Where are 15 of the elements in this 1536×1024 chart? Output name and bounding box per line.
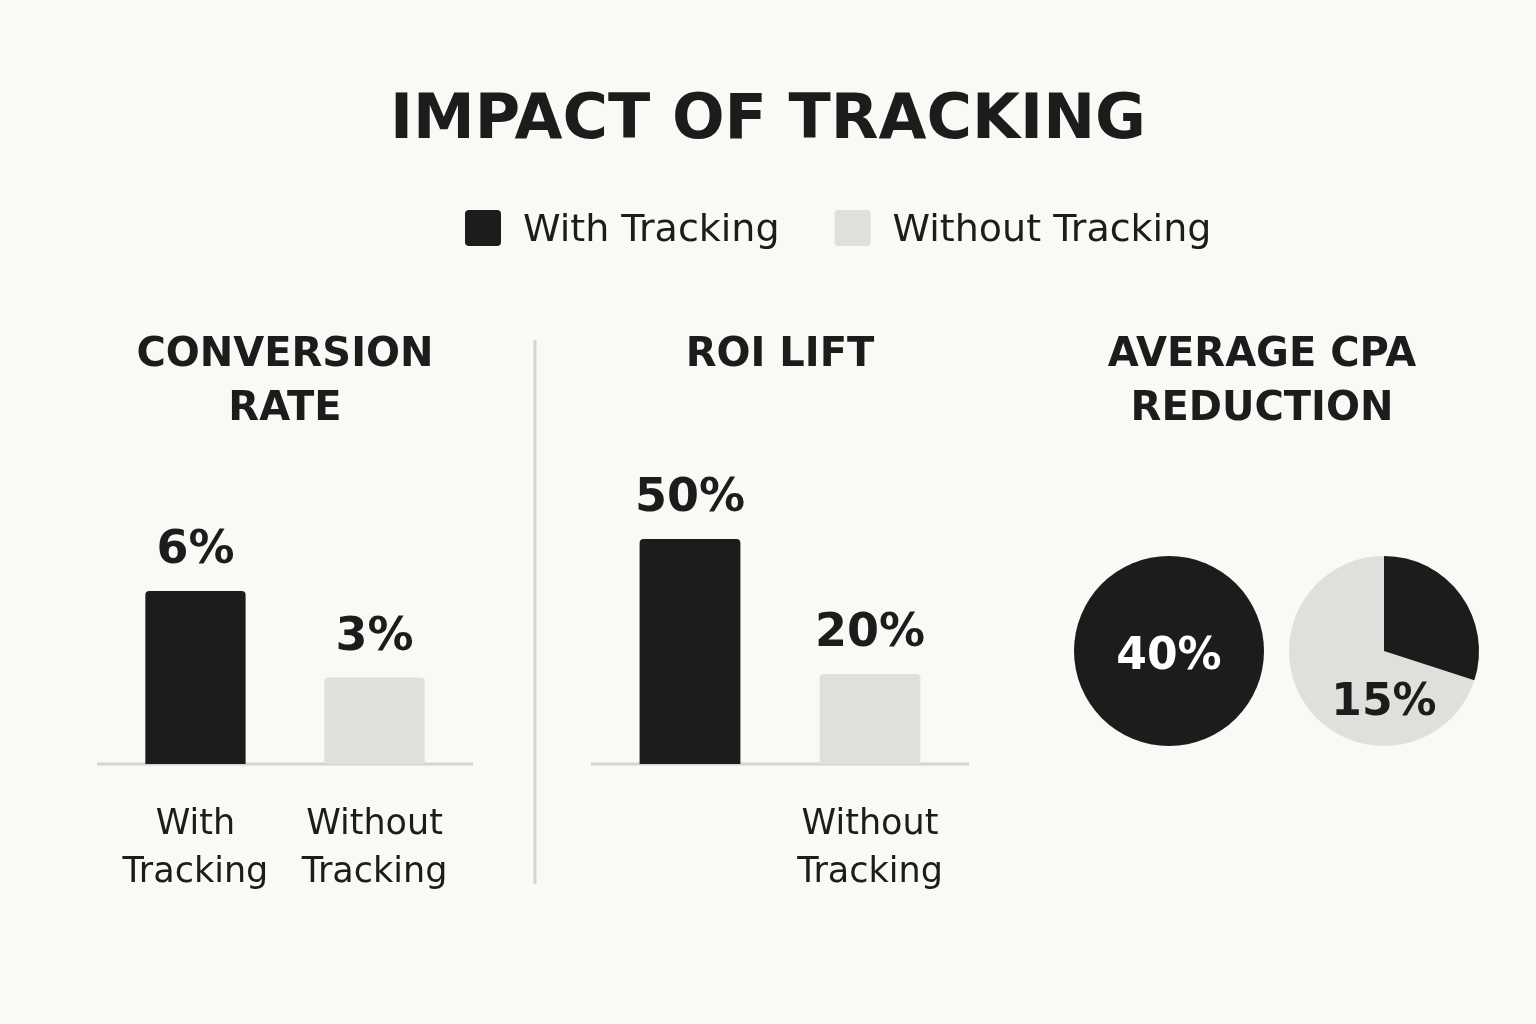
- text: 15%: [1331, 674, 1437, 725]
- data-label: 3%: [335, 606, 414, 661]
- legend-label: Without Tracking: [892, 206, 1212, 250]
- data-label: 50%: [634, 468, 746, 522]
- x-tick-label: Without Tracking: [796, 802, 943, 890]
- x-tick-label: With Tracking: [121, 802, 269, 890]
- text: 40%: [1116, 628, 1222, 679]
- legend-label: With Tracking: [523, 206, 780, 250]
- data-label: 6%: [156, 520, 235, 574]
- data-label: 20%: [814, 603, 926, 657]
- chart-title: ROI LIFT: [685, 329, 876, 375]
- x-tick-label: Without Tracking: [300, 802, 448, 890]
- text: AVERAGE CPA REDUCTION: [1107, 329, 1417, 429]
- chart-title: CONVERSION RATE: [136, 329, 434, 429]
- text: IMPACT OF TRACKING: [390, 80, 1146, 153]
